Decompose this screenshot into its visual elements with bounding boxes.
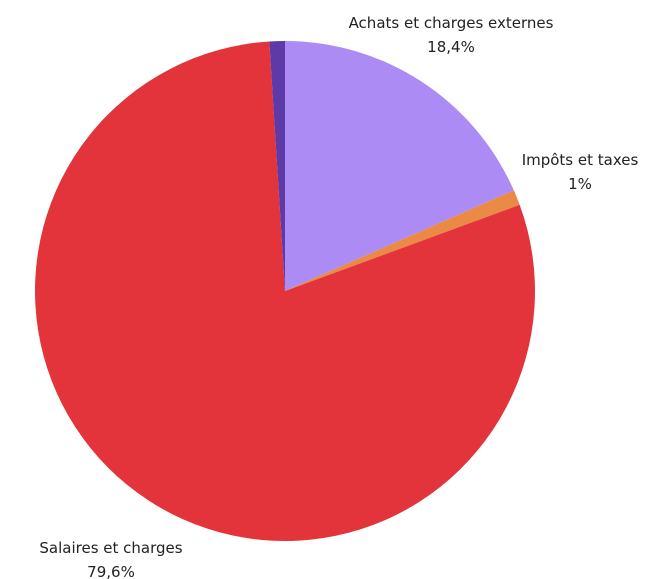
pie-slice-3 [34, 41, 535, 541]
slice-label-1: Achats et charges externes 18,4% [349, 14, 554, 56]
slice-label-2: Impôts et taxes 1% [522, 151, 639, 193]
slice-value-3: 79,6% [87, 563, 135, 579]
slice-name-3: Salaires et charges [39, 539, 182, 557]
pie-slices [34, 40, 535, 541]
pie-slice-2 [285, 190, 520, 291]
slice-name-1: Achats et charges externes [349, 14, 554, 32]
slice-name-2: Impôts et taxes [522, 151, 639, 169]
pie-slice-4 [269, 40, 285, 291]
pie-slice-1 [285, 41, 514, 291]
slice-label-3: Salaires et charges 79,6% [39, 539, 182, 579]
slice-value-2: 1% [568, 175, 592, 193]
slice-value-1: 18,4% [427, 38, 475, 56]
pie-labels: Achats et charges externes 18,4% Impôts et… [39, 14, 638, 579]
